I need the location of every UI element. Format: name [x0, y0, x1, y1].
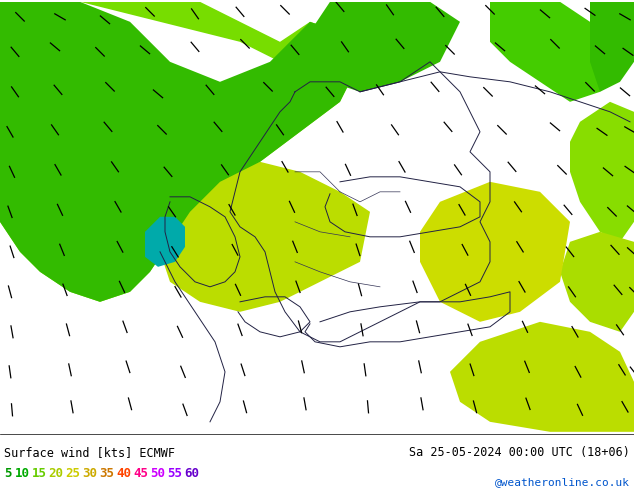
Text: 15: 15	[32, 467, 46, 480]
Text: 10: 10	[15, 467, 30, 480]
Text: 20: 20	[48, 467, 63, 480]
Polygon shape	[490, 2, 610, 102]
Text: 60: 60	[184, 467, 200, 480]
Polygon shape	[590, 2, 634, 92]
Text: Surface wind [kts] ECMWF: Surface wind [kts] ECMWF	[4, 446, 175, 459]
Polygon shape	[450, 322, 634, 432]
Text: 35: 35	[100, 467, 115, 480]
Text: Sa 25-05-2024 00:00 UTC (18+06): Sa 25-05-2024 00:00 UTC (18+06)	[409, 446, 630, 459]
Text: 5: 5	[4, 467, 11, 480]
Text: 45: 45	[134, 467, 148, 480]
Polygon shape	[0, 2, 360, 302]
Text: 55: 55	[167, 467, 183, 480]
Polygon shape	[420, 182, 570, 322]
Text: 30: 30	[82, 467, 98, 480]
Polygon shape	[310, 2, 460, 92]
Polygon shape	[0, 2, 360, 302]
Text: 25: 25	[65, 467, 81, 480]
Polygon shape	[160, 162, 370, 312]
Polygon shape	[145, 217, 185, 267]
Text: @weatheronline.co.uk: @weatheronline.co.uk	[495, 477, 630, 487]
Polygon shape	[560, 232, 634, 332]
Text: 40: 40	[117, 467, 131, 480]
Text: 50: 50	[150, 467, 165, 480]
Polygon shape	[570, 102, 634, 242]
